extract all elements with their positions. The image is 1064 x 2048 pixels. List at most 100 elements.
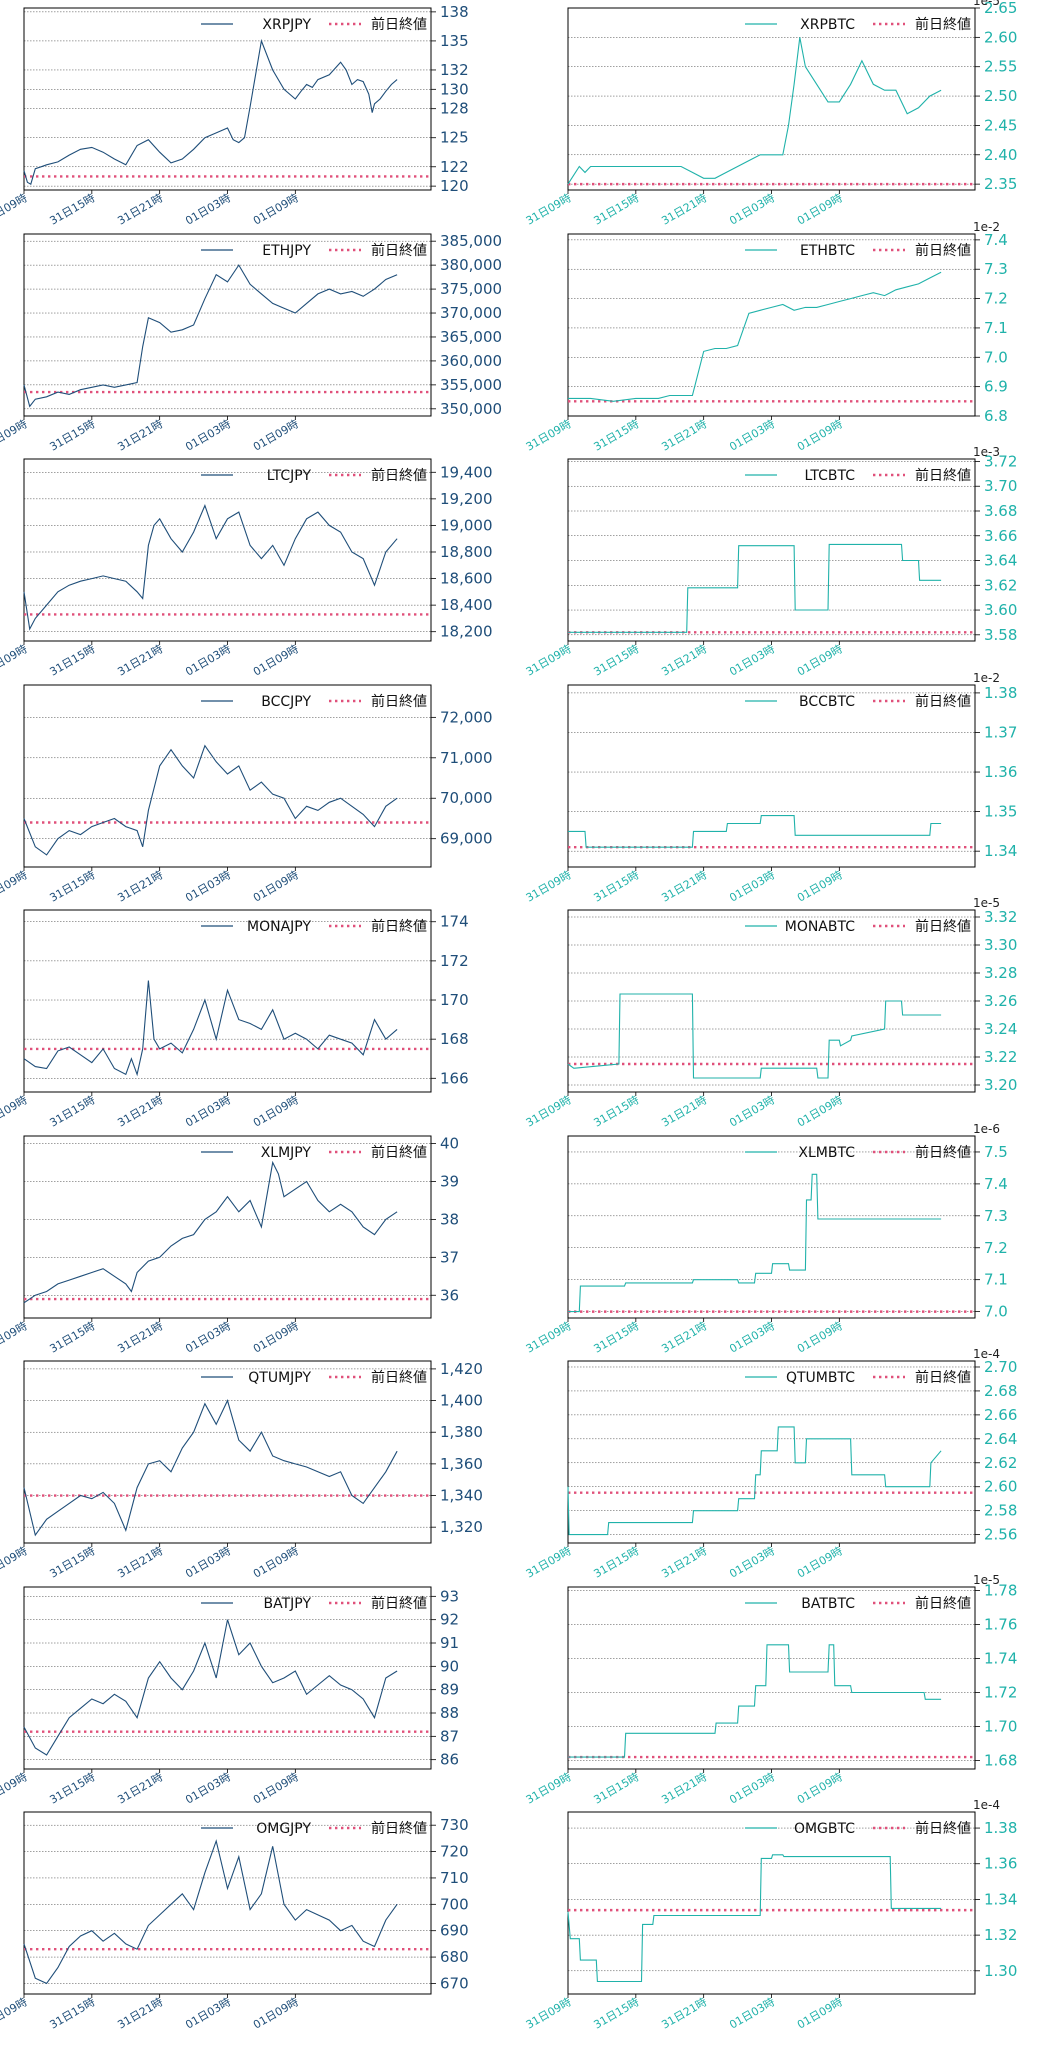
- series-line-bccjpy: [23, 744, 398, 856]
- x-tick-label: 31日21時: [115, 417, 165, 453]
- y-tick-label: 6.8: [984, 407, 1008, 425]
- legend-series-label: OMGJPY: [256, 1821, 311, 1837]
- series-line-qtumbtc: [567, 1426, 942, 1536]
- chart-xlmbtc: 7.0 7.1 7.2 7.3 7.4 7.5 31日09時 31日15時 31日21時 01日0…: [524, 1122, 1008, 1356]
- x-tick-label: 31日15時: [48, 1544, 98, 1580]
- y-tick-label: 2.70: [984, 1358, 1017, 1376]
- x-tick-label: 01日09時: [795, 868, 845, 904]
- legend-series-label: XRPJPY: [262, 17, 311, 33]
- y-tick-label: 7.4: [984, 230, 1008, 248]
- x-tick-label: 31日21時: [659, 1319, 709, 1355]
- y-tick-label: 1.37: [984, 723, 1017, 741]
- y-tick-label: 1.36: [984, 763, 1017, 781]
- x-tick-label: 01日03時: [183, 191, 233, 227]
- y-tick-label: 1.78: [984, 1581, 1017, 1599]
- axis-multiplier: 1e-4: [973, 1798, 1000, 1812]
- x-tick-label: 01日03時: [183, 642, 233, 678]
- y-tick-label: 3.66: [984, 527, 1017, 545]
- x-tick-label: 31日21時: [659, 191, 709, 227]
- x-tick-label: 01日09時: [251, 191, 301, 227]
- x-tick-label: 31日15時: [48, 642, 98, 678]
- x-tick-label: 31日09時: [524, 191, 574, 227]
- y-tick-label: 92: [440, 1610, 459, 1628]
- legend-ref-label: 前日終値: [915, 1595, 971, 1612]
- legend-ref-label: 前日終値: [915, 1369, 971, 1386]
- x-tick-label: 31日21時: [115, 1995, 165, 2031]
- legend-series-label: OMGBTC: [794, 1821, 855, 1837]
- y-tick-label: 90: [440, 1657, 459, 1675]
- legend-ref-label: 前日終値: [915, 693, 971, 710]
- x-tick-label: 01日03時: [727, 868, 777, 904]
- y-tick-label: 3.60: [984, 601, 1017, 619]
- y-tick-label: 3.20: [984, 1076, 1017, 1094]
- x-tick-label: 31日15時: [48, 417, 98, 453]
- series-line-batbtc: [568, 1643, 942, 1758]
- y-tick-label: 174: [440, 913, 469, 931]
- y-tick-label: 365,000: [440, 327, 502, 345]
- x-tick-label: 31日21時: [115, 191, 165, 227]
- axes-frame: [23, 684, 432, 867]
- y-tick-label: 730: [440, 1816, 469, 1834]
- y-tick-label: 36: [440, 1286, 459, 1304]
- legend-series-label: XLMBTC: [798, 1145, 855, 1161]
- y-tick-label: 360,000: [440, 351, 502, 369]
- axis-multiplier: 1e-2: [973, 220, 1000, 234]
- legend-series-label: XLMJPY: [261, 1145, 312, 1161]
- legend-ref-label: 前日終値: [915, 1144, 971, 1161]
- y-tick-label: 3.70: [984, 477, 1017, 495]
- y-tick-label: 7.2: [984, 1238, 1008, 1256]
- legend-ref-label: 前日終値: [371, 16, 427, 33]
- y-tick-label: 125: [440, 129, 469, 147]
- y-tick-label: 93: [440, 1587, 459, 1605]
- y-tick-label: 7.5: [984, 1142, 1008, 1160]
- y-tick-label: 128: [440, 100, 469, 118]
- series-line-xrpbtc: [567, 37, 942, 185]
- series-line-ethbtc: [568, 271, 942, 402]
- y-tick-label: 3.68: [984, 502, 1017, 520]
- x-tick-label: 31日09時: [0, 1544, 30, 1580]
- axes-frame: [567, 684, 976, 867]
- x-tick-label: 01日09時: [795, 191, 845, 227]
- y-tick-label: 2.35: [984, 175, 1017, 193]
- x-tick-label: 31日15時: [592, 1544, 642, 1580]
- x-tick-label: 01日03時: [727, 1770, 777, 1806]
- y-tick-label: 138: [440, 3, 469, 21]
- x-tick-label: 31日15時: [592, 642, 642, 678]
- y-tick-label: 37: [440, 1248, 459, 1266]
- y-tick-label: 1,360: [440, 1455, 483, 1473]
- chart-bccbtc: 1.34 1.35 1.36 1.37 1.38 31日09時 31日15時 31日21時 01…: [524, 671, 1018, 905]
- y-tick-label: 7.3: [984, 1206, 1008, 1224]
- y-tick-label: 166: [440, 1069, 469, 1087]
- legend-ref-label: 前日終値: [371, 1595, 427, 1612]
- y-tick-label: 120: [440, 177, 469, 195]
- x-tick-label: 31日09時: [0, 1770, 30, 1806]
- chart-batbtc: 1.68 1.70 1.72 1.74 1.76 1.78 31日09時 31日15時 31日2…: [524, 1573, 1018, 1807]
- x-tick-label: 31日15時: [48, 1770, 98, 1806]
- y-tick-label: 710: [440, 1869, 469, 1887]
- x-tick-label: 31日09時: [524, 1995, 574, 2031]
- y-tick-label: 7.0: [984, 1302, 1008, 1320]
- y-tick-label: 130: [440, 80, 469, 98]
- axes-frame: [23, 1586, 432, 1769]
- y-tick-label: 1,400: [440, 1392, 483, 1410]
- y-tick-label: 7.2: [984, 289, 1008, 307]
- y-tick-label: 3.62: [984, 576, 1017, 594]
- y-tick-label: 1.32: [984, 1926, 1017, 1944]
- x-tick-label: 01日03時: [183, 868, 233, 904]
- y-tick-label: 2.60: [984, 1478, 1017, 1496]
- chart-ltcjpy: 18,200 18,400 18,600 18,800 19,000 19,200 19,4…: [0, 458, 493, 679]
- x-tick-label: 01日03時: [727, 1093, 777, 1129]
- axis-multiplier: 1e-5: [973, 896, 1000, 910]
- series-line-ltcjpy: [23, 503, 398, 631]
- x-tick-label: 31日15時: [592, 417, 642, 453]
- y-tick-label: 70,000: [440, 789, 493, 807]
- legend-series-label: BCCJPY: [261, 694, 311, 710]
- x-tick-label: 01日09時: [251, 868, 301, 904]
- axes-frame: [567, 1811, 976, 1995]
- x-tick-label: 31日15時: [592, 868, 642, 904]
- y-tick-label: 2.50: [984, 87, 1017, 105]
- x-tick-label: 31日21時: [115, 642, 165, 678]
- legend-series-label: BATBTC: [801, 1596, 855, 1612]
- x-tick-label: 31日15時: [592, 1995, 642, 2031]
